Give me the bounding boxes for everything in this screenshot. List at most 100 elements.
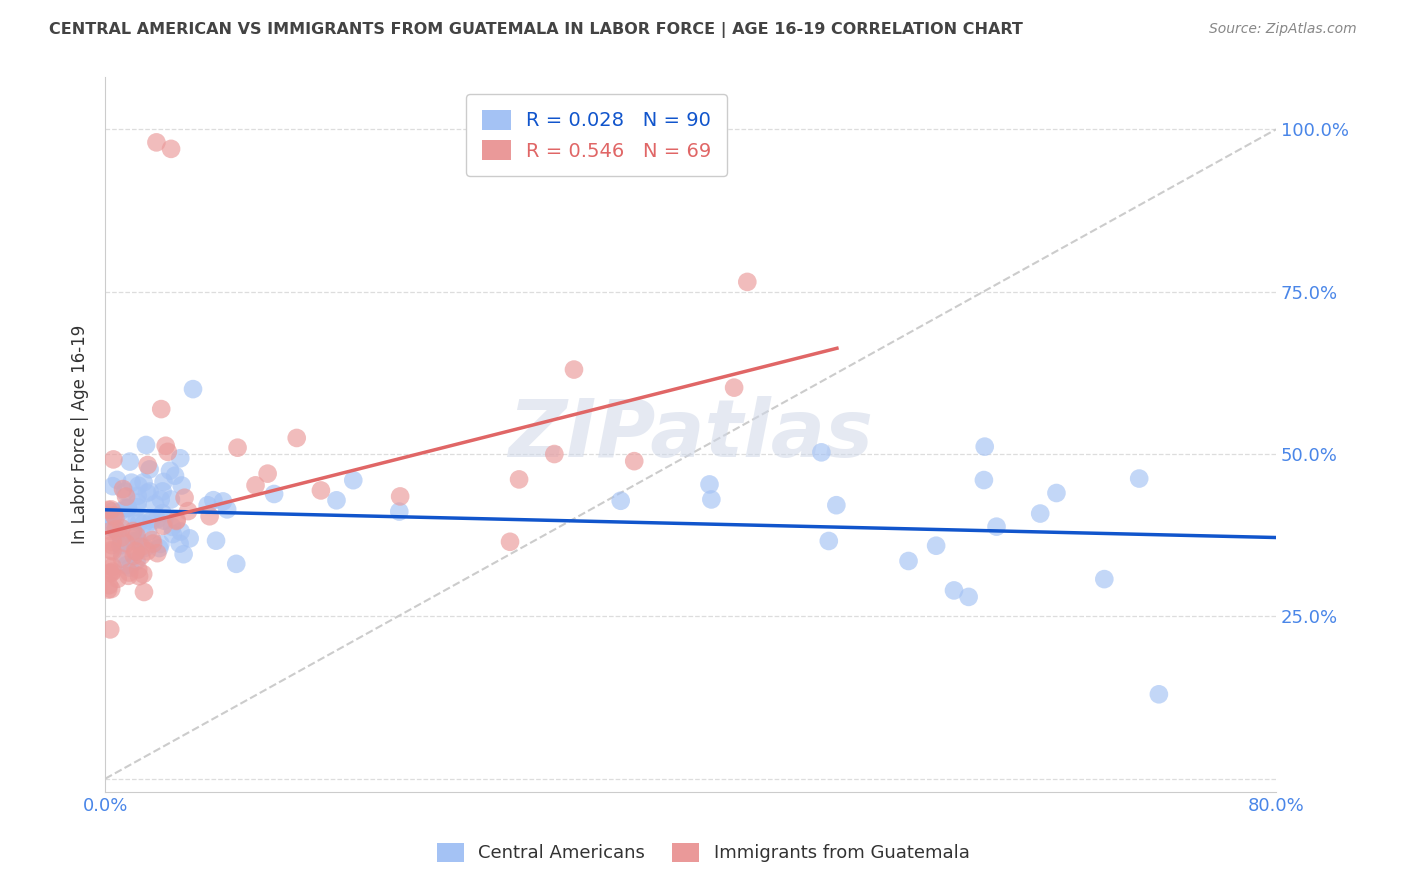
Point <box>114 500 136 515</box>
Point <box>98 566 121 580</box>
Point <box>138 462 160 476</box>
Point <box>148 541 170 555</box>
Point <box>104 522 127 536</box>
Point <box>101 535 124 549</box>
Point <box>132 585 155 599</box>
Point <box>131 540 153 554</box>
Text: CENTRAL AMERICAN VS IMMIGRANTS FROM GUATEMALA IN LABOR FORCE | AGE 16-19 CORRELA: CENTRAL AMERICAN VS IMMIGRANTS FROM GUAT… <box>49 22 1024 38</box>
Point <box>97 502 120 516</box>
Point <box>129 549 152 563</box>
Point <box>136 544 159 558</box>
Point <box>388 505 411 519</box>
Text: Source: ZipAtlas.com: Source: ZipAtlas.com <box>1209 22 1357 37</box>
Point <box>118 560 141 574</box>
Point <box>897 554 920 568</box>
Legend: Central Americans, Immigrants from Guatemala: Central Americans, Immigrants from Guate… <box>429 836 977 870</box>
Point <box>160 142 183 156</box>
Point <box>121 475 143 490</box>
Text: ZIPatlas: ZIPatlas <box>508 395 873 474</box>
Point <box>110 534 132 549</box>
Point <box>127 533 149 548</box>
Point <box>97 582 120 597</box>
Point <box>325 493 347 508</box>
Point <box>170 478 193 492</box>
Point <box>986 519 1008 533</box>
Point <box>1147 687 1170 701</box>
Point <box>98 623 121 637</box>
Point <box>256 467 278 481</box>
Point <box>125 545 148 559</box>
Point <box>97 508 120 523</box>
Point <box>100 566 122 581</box>
Point <box>146 546 169 560</box>
Point <box>205 533 228 548</box>
Point <box>973 440 995 454</box>
Point <box>122 524 145 538</box>
Point <box>166 513 188 527</box>
Point <box>499 534 522 549</box>
Point <box>150 402 173 417</box>
Point <box>132 567 155 582</box>
Point <box>97 578 120 592</box>
Point <box>169 451 191 466</box>
Point <box>173 491 195 505</box>
Point <box>105 524 128 538</box>
Point <box>508 472 530 486</box>
Point <box>134 541 156 555</box>
Point <box>155 439 177 453</box>
Point <box>1029 507 1052 521</box>
Point <box>128 569 150 583</box>
Point <box>122 549 145 563</box>
Point <box>114 484 136 499</box>
Point <box>226 441 249 455</box>
Point <box>700 492 723 507</box>
Point <box>141 514 163 528</box>
Point <box>127 562 149 576</box>
Point <box>100 582 122 596</box>
Point <box>245 478 267 492</box>
Point <box>136 486 159 500</box>
Point <box>125 529 148 543</box>
Point <box>737 275 759 289</box>
Point <box>132 516 155 531</box>
Point <box>177 504 200 518</box>
Point <box>163 468 186 483</box>
Point <box>309 483 332 498</box>
Point <box>117 569 139 583</box>
Point <box>723 381 745 395</box>
Point <box>125 513 148 527</box>
Point <box>202 493 225 508</box>
Point <box>169 524 191 539</box>
Point <box>103 452 125 467</box>
Point <box>825 498 848 512</box>
Point <box>111 482 134 496</box>
Point <box>107 572 129 586</box>
Point <box>103 508 125 523</box>
Point <box>1128 471 1150 485</box>
Point <box>127 489 149 503</box>
Point <box>101 505 124 519</box>
Point <box>124 533 146 548</box>
Point <box>197 498 219 512</box>
Point <box>115 490 138 504</box>
Point <box>117 500 139 515</box>
Point <box>107 525 129 540</box>
Point <box>128 516 150 530</box>
Point <box>152 475 174 489</box>
Point <box>110 531 132 545</box>
Point <box>623 454 645 468</box>
Point <box>142 536 165 550</box>
Point <box>110 521 132 535</box>
Point <box>173 547 195 561</box>
Point <box>101 565 124 579</box>
Point <box>179 532 201 546</box>
Point <box>135 438 157 452</box>
Point <box>138 484 160 499</box>
Point <box>159 464 181 478</box>
Point <box>198 509 221 524</box>
Point <box>925 539 948 553</box>
Point <box>110 538 132 552</box>
Point <box>145 136 167 150</box>
Point <box>149 492 172 507</box>
Point <box>212 494 235 508</box>
